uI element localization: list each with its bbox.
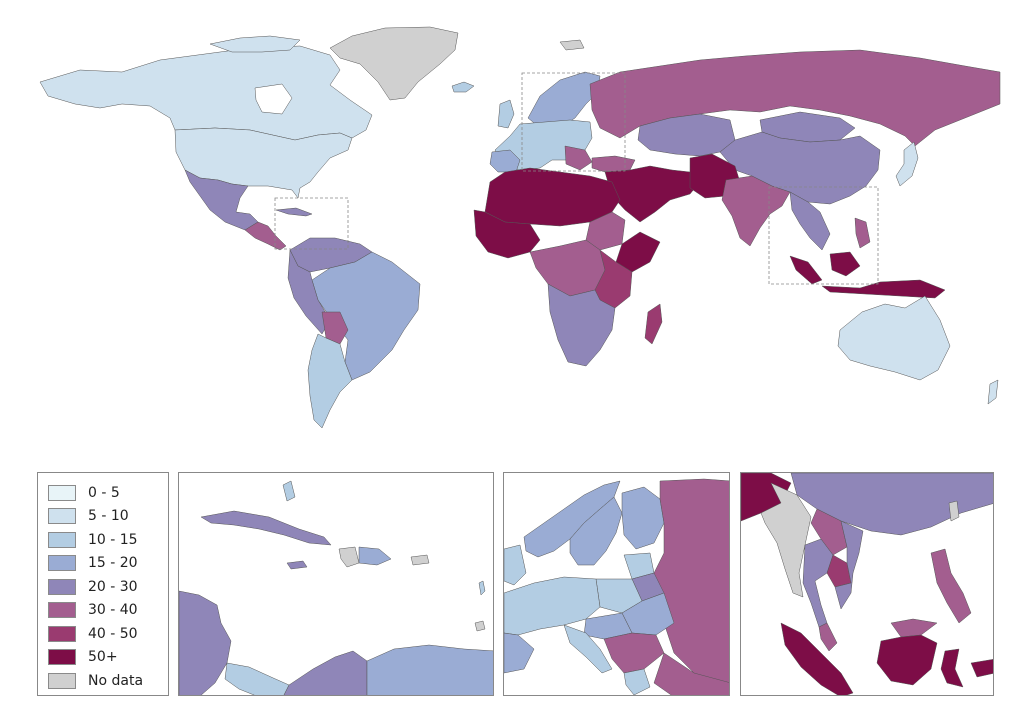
canada[interactable] <box>39 45 373 141</box>
southern-africa[interactable] <box>547 283 616 367</box>
finland[interactable] <box>621 486 665 550</box>
central-america[interactable] <box>244 221 287 251</box>
southeast-asia-inset-map <box>741 473 994 696</box>
canadian-arctic-islands[interactable] <box>209 35 301 53</box>
cuba[interactable] <box>200 510 332 546</box>
venezuela[interactable] <box>366 644 494 696</box>
lesser-antilles[interactable] <box>478 580 486 596</box>
legend-label: 20 - 30 <box>88 578 138 595</box>
malaysia-peninsula[interactable] <box>818 622 838 652</box>
greece[interactable] <box>623 668 651 695</box>
southeast-asia-inset <box>740 472 994 696</box>
dominican-republic[interactable] <box>358 546 392 566</box>
legend-label: 5 - 10 <box>88 508 129 525</box>
sumatra[interactable] <box>780 622 854 696</box>
china-south[interactable] <box>790 473 994 536</box>
jamaica[interactable] <box>286 560 308 570</box>
legend-label: 0 - 5 <box>88 484 120 501</box>
turkey[interactable] <box>591 155 636 173</box>
legend-item: 15 - 20 <box>48 552 168 576</box>
europe-inset-map <box>504 478 730 696</box>
thailand[interactable] <box>802 538 834 628</box>
legend-item: 0 - 5 <box>48 481 168 505</box>
legend-swatch <box>48 484 76 501</box>
central-africa[interactable] <box>529 239 606 297</box>
europe-extent <box>521 72 626 172</box>
legend: 0 - 5 5 - 10 10 - 15 15 - 20 20 - 30 30 … <box>37 472 169 696</box>
new-zealand[interactable] <box>987 379 999 405</box>
uk-ireland[interactable] <box>504 544 527 586</box>
australia[interactable] <box>837 295 951 381</box>
turkey-west[interactable] <box>653 652 730 696</box>
greenland[interactable] <box>329 26 459 101</box>
italy[interactable] <box>563 624 613 674</box>
haiti[interactable] <box>338 546 360 568</box>
bahamas[interactable] <box>282 480 296 502</box>
iberia[interactable] <box>504 632 535 674</box>
legend-item: 40 - 50 <box>48 622 168 646</box>
malaysia-borneo[interactable] <box>890 618 938 638</box>
caribbean-extent <box>274 197 349 250</box>
japan[interactable] <box>895 141 919 187</box>
legend-label: 40 - 50 <box>88 625 138 642</box>
colombia[interactable] <box>283 650 368 696</box>
legend-label: 10 - 15 <box>88 531 138 548</box>
caribbean-inset-map <box>179 480 494 696</box>
philippines[interactable] <box>854 217 871 249</box>
southeast-asia-extent <box>768 186 879 285</box>
uk[interactable] <box>497 99 515 129</box>
legend-swatch <box>48 602 76 619</box>
legend-swatch <box>48 672 76 689</box>
balkans[interactable] <box>564 145 593 171</box>
sumatra[interactable] <box>789 255 823 285</box>
legend-item: No data <box>48 669 168 693</box>
legend-label: 30 - 40 <box>88 602 138 619</box>
svalbard[interactable] <box>559 39 585 51</box>
costa-rica-panama[interactable] <box>224 662 290 696</box>
middle-east[interactable] <box>604 165 701 223</box>
legend-swatch <box>48 531 76 548</box>
mexico[interactable] <box>184 169 259 231</box>
iceland[interactable] <box>451 81 475 93</box>
argentina-chile[interactable] <box>307 333 353 429</box>
mainland-southeast-asia[interactable] <box>789 191 831 251</box>
trinidad[interactable] <box>474 620 486 632</box>
caribbean-inset <box>178 472 494 696</box>
brazil[interactable] <box>311 251 421 381</box>
legend-item: 10 - 15 <box>48 528 168 552</box>
kalimantan[interactable] <box>876 634 938 686</box>
legend-swatch <box>48 649 76 666</box>
sulawesi[interactable] <box>940 648 964 688</box>
legend-label: No data <box>88 672 144 689</box>
west-africa[interactable] <box>473 209 541 259</box>
borneo[interactable] <box>829 251 861 277</box>
legend-swatch <box>48 578 76 595</box>
philippines[interactable] <box>930 548 972 624</box>
java-newguinea[interactable] <box>821 279 946 299</box>
madagascar[interactable] <box>644 303 663 345</box>
hudson-bay <box>254 83 293 115</box>
cuba[interactable] <box>275 207 313 217</box>
taiwan[interactable] <box>948 500 960 522</box>
timor-moluccas[interactable] <box>970 659 994 678</box>
legend-item: 20 - 30 <box>48 575 168 599</box>
puerto-rico[interactable] <box>410 554 430 566</box>
balkans[interactable] <box>603 632 665 674</box>
legend-label: 15 - 20 <box>88 555 138 572</box>
legend-swatch <box>48 508 76 525</box>
myanmar[interactable] <box>760 482 812 598</box>
legend-swatch <box>48 555 76 572</box>
india[interactable] <box>721 175 791 247</box>
legend-swatch <box>48 625 76 642</box>
vietnam[interactable] <box>834 520 864 610</box>
legend-item: 50+ <box>48 646 168 670</box>
bolivia[interactable] <box>321 311 349 345</box>
world-map <box>39 26 1001 429</box>
legend-item: 5 - 10 <box>48 505 168 529</box>
legend-label: 50+ <box>88 649 118 666</box>
europe-inset <box>503 472 730 696</box>
legend-item: 30 - 40 <box>48 599 168 623</box>
sweden[interactable] <box>569 496 623 566</box>
central-america[interactable] <box>179 590 232 696</box>
